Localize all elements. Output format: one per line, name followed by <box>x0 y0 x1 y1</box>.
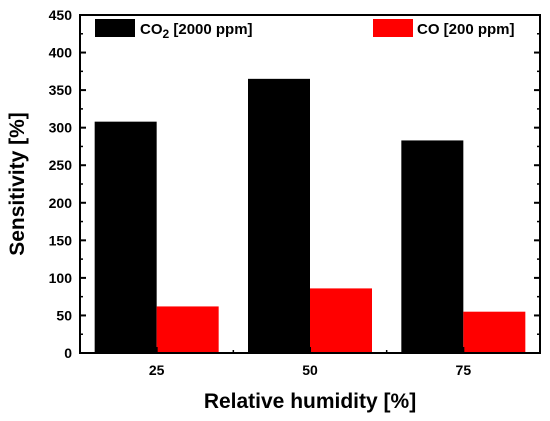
legend-label-co2: CO2 [2000 ppm] <box>140 21 253 41</box>
bars-group <box>94 78 526 353</box>
x-axis-title: Relative humidity [%] <box>204 390 416 413</box>
bar-co-75 <box>463 311 526 353</box>
bar-co2-50 <box>248 78 310 353</box>
y-tick-label: 200 <box>49 195 73 211</box>
y-tick-label: 150 <box>49 232 73 248</box>
y-tick-label: 0 <box>64 345 72 361</box>
y-tick-label: 100 <box>49 270 73 286</box>
y-tick-label: 350 <box>49 82 73 98</box>
plot-frame <box>79 14 541 354</box>
bar-co2-25 <box>94 121 157 353</box>
y-tick-label: 250 <box>49 157 73 173</box>
y-axis-title: Sensitivity [%] <box>6 112 29 256</box>
bar-co2-75 <box>401 140 464 353</box>
bar-co-25 <box>156 306 219 353</box>
legend-swatch-co <box>373 19 413 37</box>
legend-label-co: CO [200 ppm] <box>417 21 515 38</box>
y-tick-label: 50 <box>56 307 72 323</box>
x-axis-ticks: 25 50 75 <box>79 347 541 378</box>
legend-swatch-co2 <box>95 19 135 37</box>
x-tick-label: 25 <box>149 362 165 378</box>
y-tick-label: 450 <box>49 7 73 23</box>
x-tick-label: 50 <box>302 362 318 378</box>
bar-co-50 <box>310 288 372 353</box>
y-tick-label: 300 <box>49 120 73 136</box>
y-tick-label: 400 <box>49 45 73 61</box>
x-tick-label: 75 <box>456 362 472 378</box>
